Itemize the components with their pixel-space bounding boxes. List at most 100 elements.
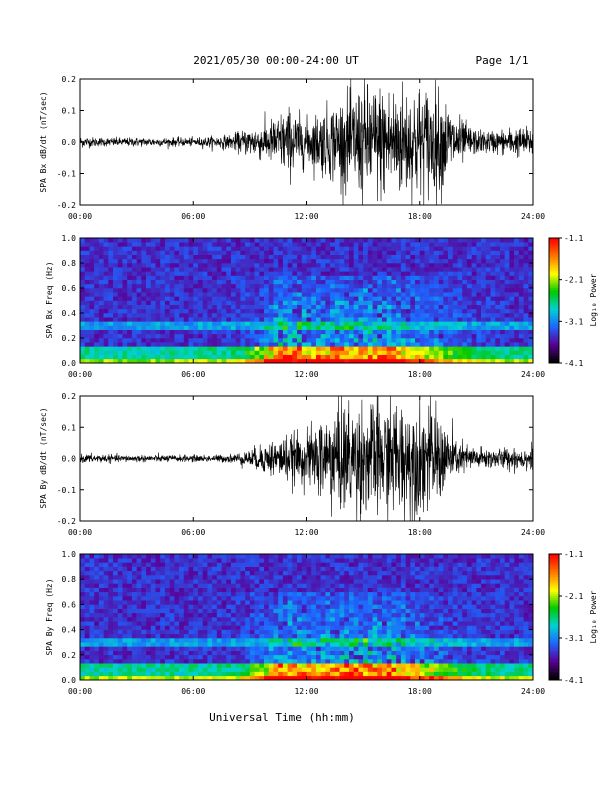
heatmap-cell	[264, 570, 270, 576]
heatmap-cell	[179, 604, 185, 609]
heatmap-cell	[216, 313, 222, 318]
heatmap-cell	[103, 621, 109, 626]
heatmap-cell	[240, 263, 246, 268]
heatmap-cell	[131, 300, 137, 305]
heatmap-cell	[499, 275, 505, 280]
heatmap-cell	[353, 258, 359, 264]
heatmap-cell	[216, 621, 222, 626]
heatmap-cell	[367, 296, 373, 301]
heatmap-cell	[122, 288, 128, 293]
heatmap-cell	[207, 308, 213, 314]
heatmap-cell	[278, 267, 284, 272]
heatmap-cell	[98, 325, 104, 330]
heatmap-cell	[485, 300, 491, 305]
heatmap-cell	[183, 604, 189, 609]
heatmap-cell	[164, 667, 170, 672]
heatmap-cell	[301, 304, 307, 310]
heatmap-cell	[89, 250, 95, 255]
heatmap-cell	[98, 342, 104, 347]
heatmap-cell	[84, 296, 90, 301]
heatmap-cell	[485, 288, 491, 293]
heatmap-cell	[339, 604, 345, 609]
heatmap-cell	[254, 271, 260, 276]
heatmap-cell	[103, 654, 109, 660]
heatmap-cell	[301, 288, 307, 293]
heatmap-cell	[278, 313, 284, 318]
heatmap-cell	[339, 663, 345, 668]
heatmap-cell	[348, 663, 354, 668]
heatmap-cell	[254, 275, 260, 280]
heatmap-cell	[94, 321, 100, 326]
heatmap-cell	[202, 246, 208, 251]
heatmap-cell	[405, 283, 411, 289]
heatmap-cell	[127, 354, 133, 360]
heatmap-cell	[98, 654, 104, 660]
heatmap-cell	[226, 267, 232, 272]
heatmap-cell	[108, 600, 114, 605]
heatmap-cell	[264, 321, 270, 326]
heatmap-cell	[164, 625, 170, 630]
heatmap-cell	[226, 254, 232, 260]
heatmap-cell	[188, 354, 194, 360]
heatmap-cell	[363, 570, 369, 576]
heatmap-cell	[202, 300, 208, 305]
heatmap-cell	[207, 671, 213, 677]
heatmap-cell	[382, 296, 388, 301]
heatmap-cell	[292, 325, 298, 330]
heatmap-cell	[202, 638, 208, 643]
heatmap-cell	[197, 296, 203, 301]
heatmap-cell	[108, 267, 114, 272]
heatmap-cell	[127, 317, 133, 322]
heatmap-cell	[429, 296, 435, 301]
heatmap-cell	[372, 313, 378, 318]
heatmap-cell	[471, 283, 477, 289]
heatmap-cell	[179, 254, 185, 260]
heatmap-cell	[325, 638, 331, 643]
heatmap-cell	[150, 608, 156, 614]
heatmap-cell	[311, 329, 317, 335]
heatmap-cell	[476, 283, 482, 289]
heatmap-cell	[84, 667, 90, 672]
y-tick-label: 1.0	[62, 234, 77, 243]
heatmap-cell	[245, 591, 251, 597]
heatmap-cell	[254, 570, 260, 576]
heatmap-cell	[103, 591, 109, 597]
heatmap-cell	[518, 267, 524, 272]
heatmap-cell	[372, 242, 378, 247]
heatmap-cell	[485, 333, 491, 339]
heatmap-cell	[122, 317, 128, 322]
heatmap-cell	[188, 646, 194, 651]
heatmap-cell	[183, 354, 189, 360]
heatmap-cell	[344, 304, 350, 310]
heatmap-cell	[396, 675, 402, 681]
heatmap-cell	[84, 313, 90, 318]
heatmap-cell	[415, 258, 421, 264]
heatmap-cell	[131, 562, 137, 567]
heatmap-cell	[226, 246, 232, 251]
heatmap-cell	[382, 575, 388, 580]
heatmap-cell	[94, 654, 100, 660]
heatmap-cell	[363, 350, 369, 355]
heatmap-cell	[382, 350, 388, 355]
heatmap-cell	[287, 308, 293, 314]
heatmap-cell	[122, 604, 128, 609]
heatmap-cell	[504, 254, 510, 260]
heatmap-cell	[348, 579, 354, 584]
heatmap-cell	[268, 617, 274, 622]
heatmap-cell	[306, 271, 312, 276]
heatmap-cell	[363, 279, 369, 285]
heatmap-cell	[306, 650, 312, 656]
heatmap-cell	[353, 333, 359, 339]
heatmap-cell	[386, 304, 392, 310]
heatmap-cell	[108, 663, 114, 668]
heatmap-cell	[391, 342, 397, 347]
heatmap-cell	[94, 659, 100, 664]
heatmap-cell	[108, 558, 114, 563]
heatmap-cell	[452, 275, 458, 280]
heatmap-cell	[179, 638, 185, 643]
heatmap-cell	[197, 675, 203, 681]
heatmap-cell	[382, 304, 388, 310]
heatmap-cell	[499, 304, 505, 310]
heatmap-cell	[89, 654, 95, 660]
heatmap-cell	[259, 238, 265, 243]
